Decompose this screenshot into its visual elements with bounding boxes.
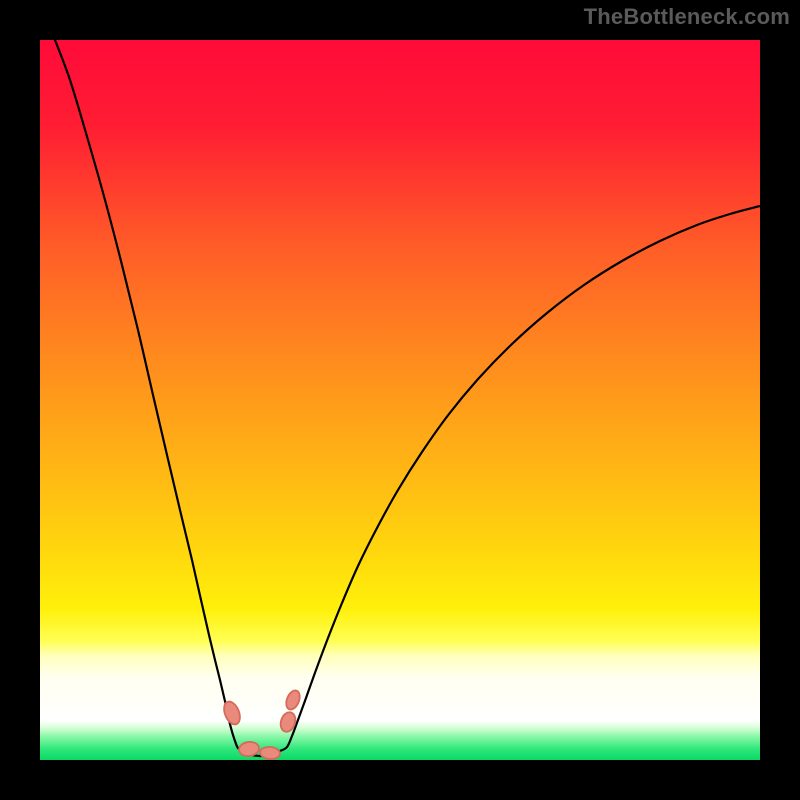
gradient-panel <box>40 40 760 760</box>
chart-stage: TheBottleneck.com <box>0 0 800 800</box>
chart-svg <box>0 0 800 800</box>
watermark-text: TheBottleneck.com <box>584 4 790 30</box>
